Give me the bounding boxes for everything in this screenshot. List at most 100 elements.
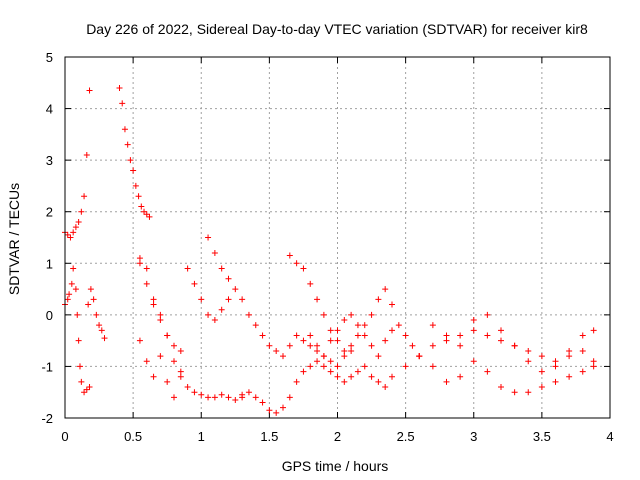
data-point (286, 342, 293, 349)
data-point (157, 353, 164, 360)
data-point (245, 311, 252, 318)
data-point (538, 353, 545, 360)
data-point (314, 296, 321, 303)
data-point (375, 353, 382, 360)
y-tick-label: 2 (46, 205, 53, 220)
data-point (70, 229, 77, 236)
data-point (143, 358, 150, 365)
data-point (259, 399, 266, 406)
data-point (116, 84, 123, 91)
data-point (538, 384, 545, 391)
data-point (218, 306, 225, 313)
data-point (457, 332, 464, 339)
data-point (538, 368, 545, 375)
data-point (171, 358, 177, 365)
data-point (198, 391, 205, 398)
data-point (225, 296, 232, 303)
data-point (470, 327, 477, 334)
data-points (62, 84, 597, 416)
data-point (164, 332, 171, 339)
data-point (121, 126, 128, 133)
data-point (327, 337, 334, 344)
x-tick-label: 0 (61, 429, 68, 444)
data-point (402, 363, 409, 370)
data-point (252, 394, 259, 401)
data-point (293, 260, 300, 267)
data-point (205, 311, 212, 318)
data-point (191, 280, 198, 287)
data-point (259, 332, 266, 339)
data-point (320, 363, 327, 370)
data-point (211, 394, 218, 401)
data-point (341, 347, 348, 354)
data-point (198, 296, 205, 303)
data-point (590, 363, 597, 370)
data-point (164, 378, 171, 385)
grid (65, 57, 610, 418)
data-point (266, 407, 273, 414)
data-point (157, 311, 164, 318)
data-point (498, 337, 504, 344)
x-tick-label: 0.5 (124, 429, 142, 444)
data-point (375, 296, 382, 303)
data-point (83, 386, 90, 393)
data-point (138, 203, 145, 210)
data-point (368, 311, 375, 318)
y-tick-label: 5 (46, 50, 53, 65)
data-point (171, 394, 177, 401)
data-point (252, 322, 259, 329)
data-point (443, 378, 450, 385)
data-point (184, 384, 191, 391)
data-point (225, 275, 232, 282)
data-point (273, 347, 280, 354)
data-point (314, 358, 321, 365)
data-point (361, 363, 368, 370)
data-point (579, 332, 586, 339)
data-point (429, 322, 436, 329)
data-point (327, 327, 334, 334)
data-point (81, 193, 88, 200)
data-point (300, 368, 307, 375)
data-point (87, 286, 94, 293)
data-point (320, 353, 327, 360)
data-point (232, 396, 239, 403)
y-tick-label: 1 (46, 256, 53, 271)
data-point (457, 373, 464, 380)
data-point (101, 335, 108, 342)
data-point (150, 373, 157, 380)
data-point (64, 231, 71, 238)
data-point (239, 391, 246, 398)
data-point (348, 373, 355, 380)
data-point (171, 342, 177, 349)
data-point (498, 327, 504, 334)
data-point (354, 368, 361, 375)
data-point (484, 311, 491, 318)
data-point (286, 394, 293, 401)
data-point (74, 311, 81, 318)
data-point (119, 100, 126, 107)
data-point (382, 337, 389, 344)
data-point (218, 265, 225, 272)
data-point (341, 378, 348, 385)
data-point (157, 317, 164, 324)
data-point (402, 332, 409, 339)
data-point (75, 337, 82, 344)
data-point (354, 322, 361, 329)
data-point (443, 337, 450, 344)
y-tick-label: 3 (46, 153, 53, 168)
data-point (566, 353, 573, 360)
data-point (136, 255, 143, 262)
data-point (525, 347, 532, 354)
data-point (143, 265, 150, 272)
data-point (348, 347, 355, 354)
data-point (552, 358, 559, 365)
data-point (78, 378, 85, 385)
data-point (81, 389, 88, 396)
data-point (239, 296, 246, 303)
data-point (143, 211, 150, 218)
data-point (320, 311, 327, 318)
data-point (70, 265, 77, 272)
data-point (579, 368, 586, 375)
data-point (300, 265, 307, 272)
